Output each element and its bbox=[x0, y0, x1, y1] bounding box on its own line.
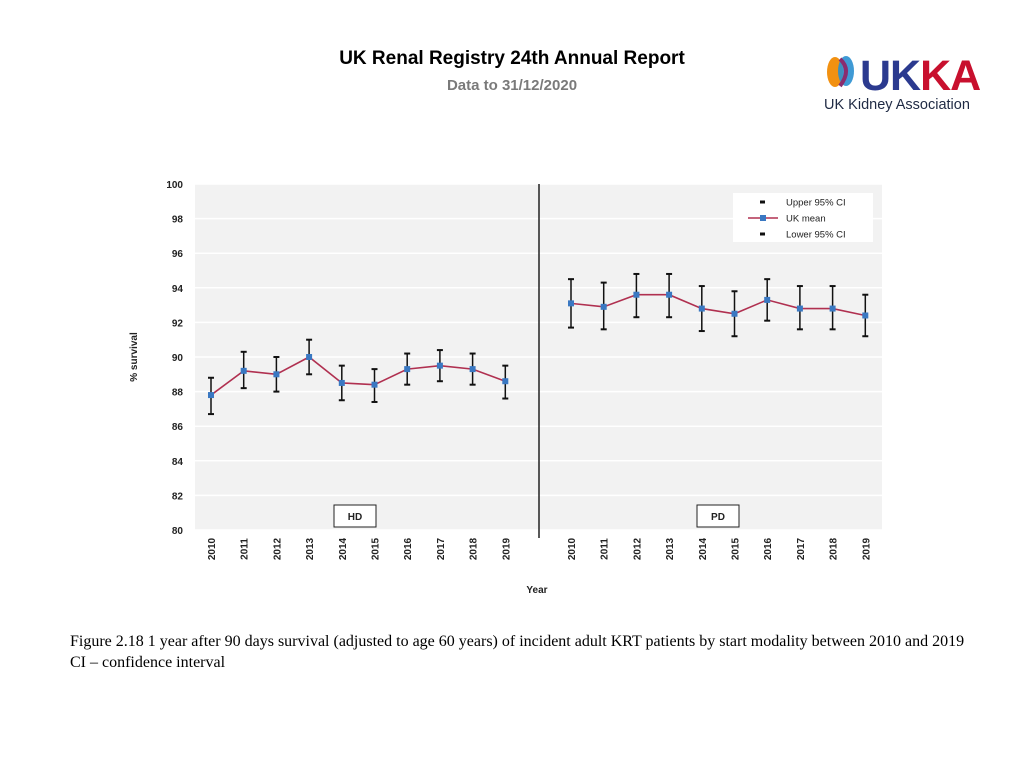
x-tick-label: 2011 bbox=[600, 538, 611, 560]
logo-tagline: UK Kidney Association bbox=[824, 97, 970, 113]
ukka-logo-mark: UKKA bbox=[827, 52, 981, 100]
x-tick-label: 2014 bbox=[338, 537, 349, 560]
panel-label-box bbox=[696, 504, 740, 528]
uk-mean-line-pd bbox=[570, 293, 866, 317]
y-tick-label: 90 bbox=[172, 353, 184, 364]
uk-mean-line-hd bbox=[210, 356, 506, 396]
uk-mean-point bbox=[240, 367, 247, 374]
x-tick-label: 2015 bbox=[371, 537, 382, 560]
uk-mean-point bbox=[338, 379, 345, 386]
x-tick-label: 2016 bbox=[763, 537, 774, 560]
x-tick-label: 2018 bbox=[469, 537, 480, 560]
y-tick-label: 86 bbox=[172, 422, 184, 433]
legend-label: UK mean bbox=[786, 214, 826, 225]
y-tick-label: 96 bbox=[172, 249, 184, 260]
y-tick-label: 92 bbox=[172, 318, 184, 329]
x-tick-label: 2017 bbox=[436, 537, 447, 560]
x-tick-label: 2018 bbox=[829, 537, 840, 560]
legend-label: Lower 95% CI bbox=[786, 230, 846, 241]
x-tick-label: 2012 bbox=[272, 537, 283, 560]
x-tick-label: 2015 bbox=[731, 537, 742, 560]
uk-mean-point bbox=[698, 305, 705, 312]
y-tick-label: 80 bbox=[172, 526, 184, 537]
uk-mean-point bbox=[404, 366, 411, 373]
x-tick-label: 2010 bbox=[207, 537, 218, 560]
panel-label-box bbox=[333, 504, 377, 528]
uk-mean-point bbox=[666, 291, 673, 298]
uk-mean-point bbox=[600, 303, 607, 310]
ukka-logo: UKKA UK Kidney Association bbox=[824, 50, 999, 120]
uk-mean-point bbox=[862, 312, 869, 319]
uk-mean-point bbox=[306, 354, 313, 360]
y-tick-label: 98 bbox=[172, 215, 184, 226]
uk-mean-point bbox=[469, 366, 476, 373]
legend-label: Upper 95% CI bbox=[786, 198, 846, 209]
legend-mean-marker bbox=[760, 215, 766, 221]
y-axis-label: % survival bbox=[129, 332, 140, 382]
uk-mean-point bbox=[829, 305, 836, 312]
x-tick-label: 2013 bbox=[305, 537, 316, 560]
x-tick-label: 2010 bbox=[567, 537, 578, 560]
caption-line-1: Figure 2.18 1 year after 90 days surviva… bbox=[70, 633, 965, 650]
x-tick-label: 2017 bbox=[796, 537, 807, 560]
x-tick-label: 2019 bbox=[861, 537, 872, 560]
y-tick-label: 94 bbox=[172, 284, 184, 295]
uk-mean-point bbox=[764, 296, 771, 303]
y-tick-label: 100 bbox=[166, 180, 183, 191]
panel-label: PD bbox=[711, 512, 725, 523]
x-axis-label: Year bbox=[526, 585, 547, 596]
y-tick-label: 84 bbox=[172, 457, 184, 468]
x-tick-label: 2016 bbox=[403, 537, 414, 560]
y-tick-label: 88 bbox=[172, 388, 184, 399]
figure-caption: Figure 2.18 1 year after 90 days surviva… bbox=[70, 631, 970, 673]
uk-mean-point bbox=[273, 371, 280, 378]
x-tick-label: 2013 bbox=[665, 537, 676, 560]
logo-wordmark: UKKA bbox=[860, 52, 980, 96]
legend-upper-marker bbox=[760, 200, 765, 204]
x-tick-label: 2012 bbox=[632, 537, 643, 560]
uk-mean-point bbox=[371, 381, 378, 388]
uk-mean-point bbox=[568, 300, 574, 307]
x-tick-label: 2019 bbox=[501, 537, 512, 560]
uk-mean-point bbox=[731, 310, 738, 317]
uk-mean-point bbox=[502, 378, 509, 385]
report-title: UK Renal Registry 24th Annual Report bbox=[339, 48, 685, 69]
uk-mean-point bbox=[436, 362, 443, 369]
uk-mean-point bbox=[208, 392, 214, 399]
report-subtitle: Data to 31/12/2020 bbox=[446, 77, 578, 94]
uk-mean-point bbox=[796, 305, 803, 312]
y-tick-label: 82 bbox=[172, 491, 184, 502]
panel-label: HD bbox=[348, 512, 362, 523]
x-tick-label: 2011 bbox=[240, 538, 251, 560]
x-tick-label: 2014 bbox=[698, 537, 709, 560]
legend-lower-marker bbox=[760, 232, 765, 236]
caption-line-2: CI – confidence interval bbox=[70, 654, 226, 671]
uk-mean-point bbox=[633, 291, 640, 298]
